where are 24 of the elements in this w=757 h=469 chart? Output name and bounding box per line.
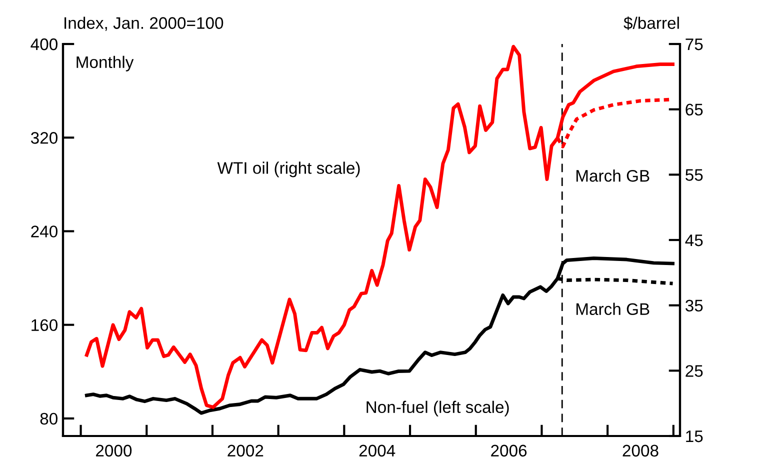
y-tick-label: 400 <box>30 38 58 50</box>
x-tick-label: 2004 <box>359 444 396 457</box>
y2-tick-label: 55 <box>686 169 703 181</box>
y2-tick-label: 65 <box>686 104 703 116</box>
series-label: March GB <box>576 302 650 316</box>
y2-tick-label: 45 <box>685 234 703 246</box>
y-tick-label: 80 <box>40 412 58 425</box>
y-axis-title: Index, Jan. 2000=100 <box>64 16 224 31</box>
y-tick-label: 160 <box>32 319 58 332</box>
series-label: Non-fuel (left scale) <box>366 400 509 416</box>
y-tick-label: 240 <box>31 226 58 238</box>
y2-tick-label: 25 <box>686 365 703 377</box>
y-tick-label: 320 <box>30 132 58 144</box>
y2-tick-label: 75 <box>686 38 703 50</box>
series-label: March GB <box>576 170 650 182</box>
x-tick-label: 2002 <box>228 444 264 457</box>
y2-tick-label: 15 <box>686 430 703 442</box>
x-tick-label: 2008 <box>622 444 658 457</box>
x-tick-label: 2000 <box>96 444 132 457</box>
text: WTI oil (right scale) <box>217 162 360 178</box>
y2-tick-label: 35 <box>685 300 703 312</box>
y2-axis-title: $/barrel <box>624 16 679 30</box>
annotation: Monthly <box>76 56 134 72</box>
x-tick-label: 2006 <box>491 444 527 457</box>
